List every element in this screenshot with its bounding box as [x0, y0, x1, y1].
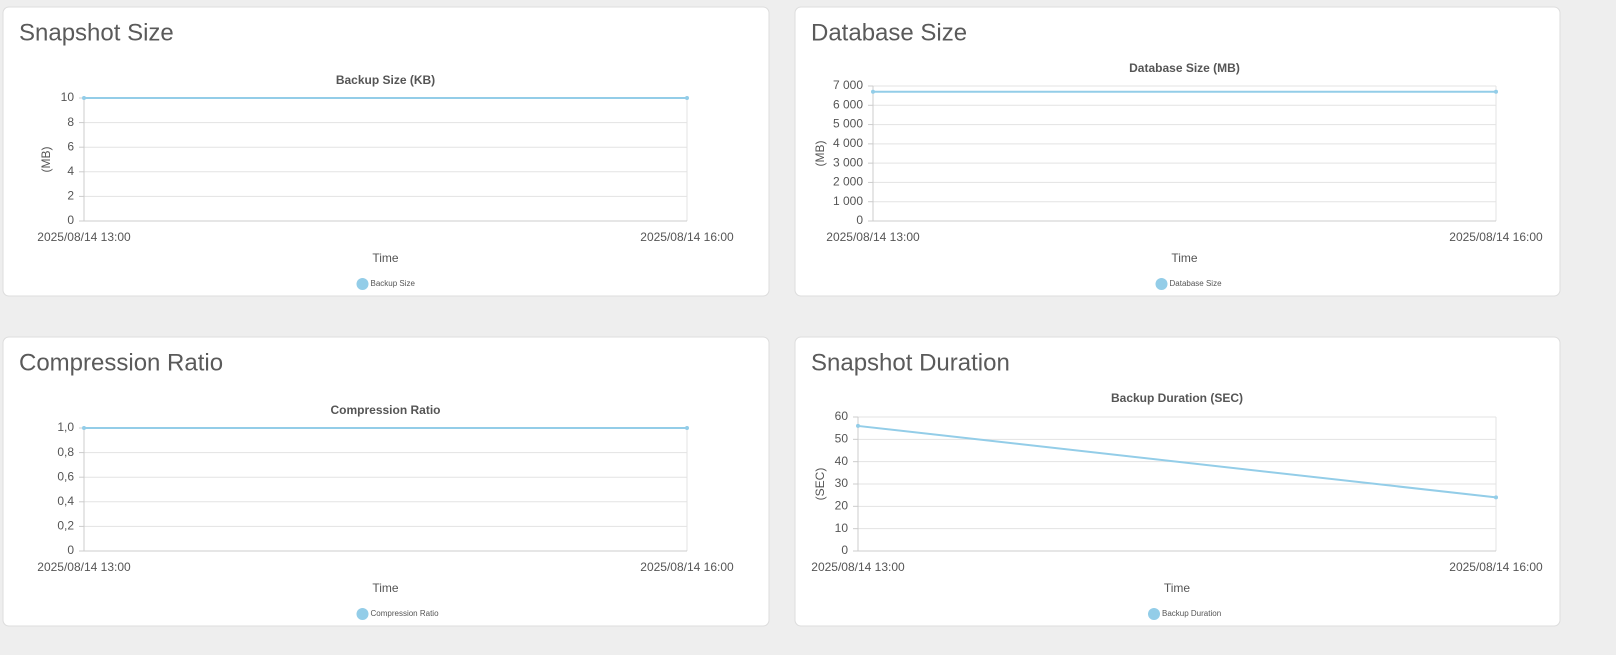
panel-title: Database Size	[811, 19, 967, 46]
y-tick-label: 0,6	[57, 469, 74, 483]
y-tick-label: 4	[67, 164, 74, 178]
x-tick-label: 2025/08/14 13:00	[811, 560, 905, 574]
card	[2, 6, 770, 297]
data-point	[856, 423, 860, 428]
y-tick-label: 0,8	[57, 445, 74, 459]
y-tick-label: 6	[67, 139, 74, 153]
chart-title: Backup Duration (SEC)	[1111, 391, 1243, 405]
x-tick-label: 2025/08/14 13:00	[37, 560, 131, 574]
y-tick-label: 10	[61, 90, 75, 104]
y-tick-label: 2 000	[833, 175, 863, 189]
x-tick-label: 2025/08/14 16:00	[1449, 230, 1543, 244]
x-axis-label: Time	[1164, 581, 1191, 595]
data-point	[685, 96, 689, 100]
y-axis-label: (MB)	[813, 141, 827, 167]
x-axis-label: Time	[372, 251, 399, 265]
panel-title: Snapshot Duration	[811, 349, 1010, 376]
y-tick-label: 4 000	[833, 136, 863, 150]
y-tick-label: 0	[67, 543, 74, 557]
y-tick-label: 0	[841, 543, 848, 557]
series-line	[857, 424, 1497, 499]
legend-marker	[1155, 278, 1168, 290]
y-tick-label: 0,4	[57, 494, 74, 508]
y-tick-label: 1,0	[57, 420, 74, 434]
x-tick-label: 2025/08/14 16:00	[640, 230, 734, 244]
data-point	[871, 89, 875, 94]
x-axis-label: Time	[1171, 251, 1198, 265]
y-tick-label: 30	[835, 476, 849, 490]
card	[794, 6, 1561, 297]
y-axis-label: (SEC)	[813, 468, 827, 501]
y-tick-label: 7 000	[833, 78, 863, 92]
x-tick-label: 2025/08/14 13:00	[37, 230, 131, 244]
y-tick-label: 0	[856, 213, 863, 227]
data-point	[1494, 89, 1498, 94]
chart-title: Database Size (MB)	[1129, 61, 1240, 75]
y-tick-label: 1 000	[833, 194, 863, 208]
legend-label: Backup Size	[371, 279, 416, 288]
legend-marker	[356, 278, 369, 290]
y-tick-label: 5 000	[833, 117, 863, 131]
data-point	[685, 426, 689, 430]
y-tick-label: 0,2	[57, 519, 74, 533]
legend-marker	[356, 608, 369, 620]
legend-label: Compression Ratio	[371, 609, 440, 618]
panel-title: Snapshot Size	[19, 19, 174, 46]
legend-label: Backup Duration	[1162, 609, 1221, 618]
y-tick-label: 6 000	[833, 97, 863, 111]
y-tick-label: 50	[835, 432, 849, 446]
y-tick-label: 3 000	[833, 155, 863, 169]
chart-title: Compression Ratio	[330, 403, 440, 417]
y-tick-label: 2	[67, 189, 74, 203]
legend-label: Database Size	[1170, 279, 1223, 288]
x-axis-label: Time	[372, 581, 399, 595]
data-point	[82, 96, 86, 100]
y-axis-label: (MB)	[39, 147, 53, 173]
y-tick-label: 0	[67, 213, 74, 227]
data-point	[82, 426, 86, 430]
chart-title: Backup Size (KB)	[336, 73, 435, 87]
y-tick-label: 20	[835, 499, 849, 513]
card	[2, 336, 770, 627]
y-tick-label: 40	[835, 454, 849, 468]
y-tick-label: 60	[835, 409, 849, 423]
legend-marker	[1148, 608, 1160, 620]
card	[794, 336, 1561, 627]
panel-title: Compression Ratio	[19, 349, 223, 376]
y-tick-label: 8	[67, 115, 74, 129]
data-point	[1494, 495, 1498, 500]
x-tick-label: 2025/08/14 16:00	[1449, 560, 1543, 574]
y-tick-label: 10	[835, 521, 849, 535]
x-tick-label: 2025/08/14 16:00	[640, 560, 734, 574]
x-tick-label: 2025/08/14 13:00	[826, 230, 920, 244]
